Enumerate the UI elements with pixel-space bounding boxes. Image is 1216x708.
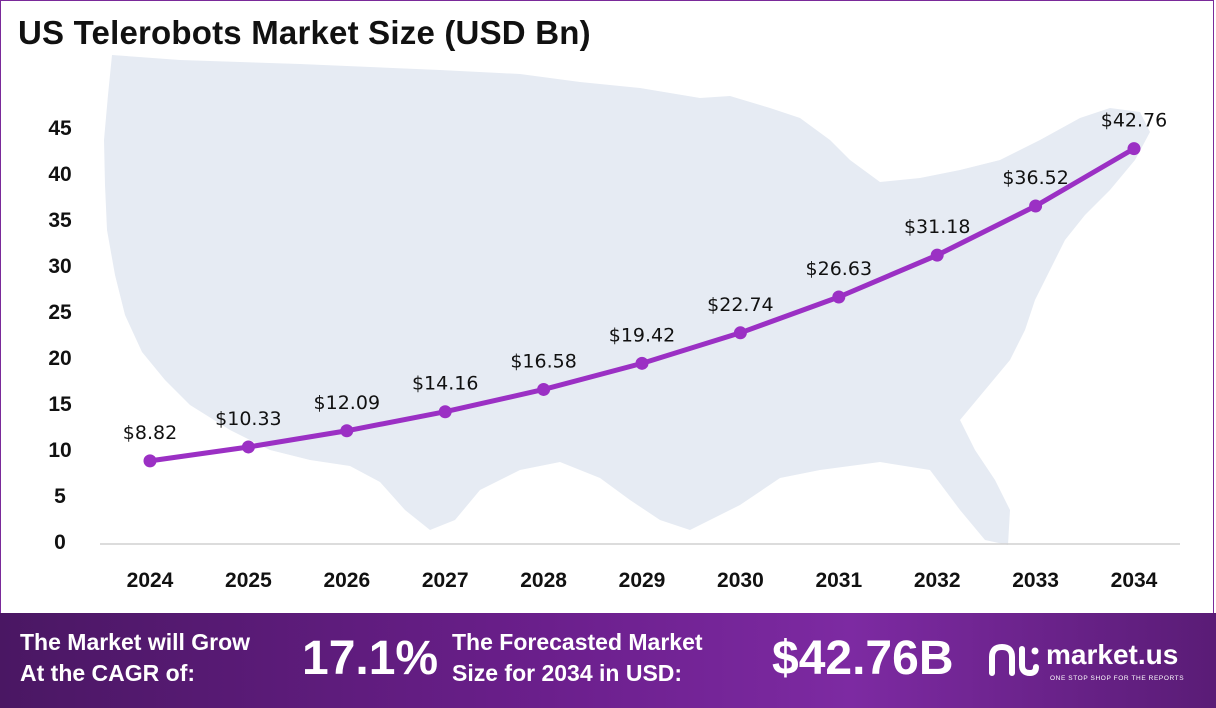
y-tick-label: 10	[48, 439, 71, 462]
y-tick-label: 0	[54, 531, 66, 554]
data-point	[733, 326, 747, 340]
data-label: $12.09	[314, 392, 380, 414]
forecast-value: $42.76B	[772, 632, 954, 685]
forecast-text-line-2: Size for 2034 in USD:	[452, 660, 683, 686]
y-tick-label: 15	[48, 393, 72, 416]
x-tick-label: 2028	[520, 569, 567, 592]
data-point	[340, 424, 354, 438]
x-tick-label: 2025	[225, 569, 272, 592]
x-tick-label: 2029	[619, 569, 666, 592]
data-label: $42.76	[1101, 110, 1167, 132]
x-tick-label: 2030	[717, 569, 764, 592]
y-tick-label: 40	[48, 163, 71, 186]
y-tick-label: 30	[48, 255, 71, 278]
us-map-icon	[104, 55, 1150, 545]
data-point	[635, 356, 649, 370]
brand-name: market.us	[1046, 639, 1179, 670]
data-label: $36.52	[1002, 167, 1068, 189]
market-us-logo-icon	[989, 643, 1039, 677]
forecast-text-line-1: The Forecasted Market	[452, 629, 703, 655]
data-point	[1029, 199, 1043, 213]
x-tick-label: 2024	[127, 569, 174, 592]
data-point	[832, 290, 846, 304]
data-label: $16.58	[510, 350, 576, 372]
cagr-text-line-1: The Market will Grow	[20, 629, 251, 655]
data-point	[143, 454, 157, 468]
data-label: $19.42	[609, 324, 675, 346]
x-tick-label: 2032	[914, 569, 961, 592]
y-tick-label: 25	[48, 301, 72, 324]
data-point	[930, 248, 944, 262]
footer-banner: The Market will Grow At the CAGR of: 17.…	[0, 613, 1216, 708]
x-tick-label: 2033	[1012, 569, 1059, 592]
data-label: $14.16	[412, 373, 478, 395]
y-tick-label: 45	[48, 117, 72, 140]
x-tick-label: 2026	[323, 569, 370, 592]
x-tick-label: 2034	[1111, 569, 1158, 592]
x-tick-label: 2031	[815, 569, 862, 592]
brand-tagline: ONE STOP SHOP FOR THE REPORTS	[1050, 675, 1185, 682]
x-tick-label: 2027	[422, 569, 469, 592]
data-label: $10.33	[215, 408, 281, 430]
cagr-value: 17.1%	[302, 632, 439, 685]
data-label: $26.63	[806, 258, 872, 280]
data-point	[438, 405, 452, 419]
y-tick-label: 35	[48, 209, 72, 232]
y-tick-label: 20	[48, 347, 71, 370]
data-point	[537, 382, 551, 396]
data-label: $8.82	[123, 422, 177, 444]
data-label: $22.74	[707, 294, 773, 316]
data-point	[241, 440, 255, 454]
y-tick-label: 5	[54, 485, 66, 508]
data-point	[1127, 142, 1141, 156]
chart-title: US Telerobots Market Size (USD Bn)	[18, 14, 591, 51]
data-label: $31.18	[904, 216, 970, 238]
cagr-text-line-2: At the CAGR of:	[20, 660, 196, 686]
